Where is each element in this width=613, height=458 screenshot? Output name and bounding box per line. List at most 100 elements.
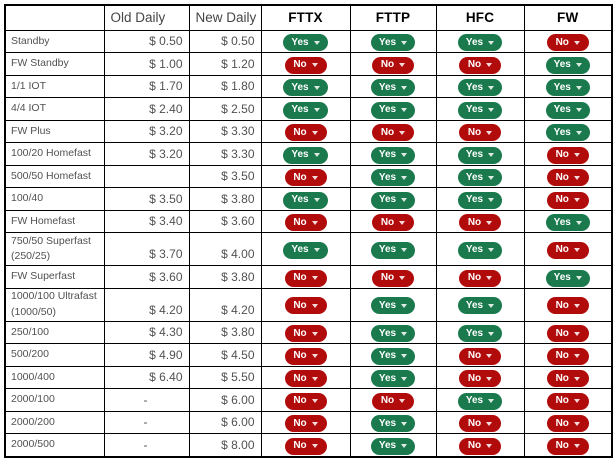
- hfc-dropdown[interactable]: No: [459, 415, 501, 432]
- fttx-dropdown[interactable]: Yes: [283, 101, 328, 119]
- fttx-dropdown[interactable]: No: [284, 415, 327, 432]
- fttp-dropdown[interactable]: Yes: [370, 415, 416, 432]
- fttx-dropdown[interactable]: Yes: [283, 79, 328, 96]
- fttx-dropdown[interactable]: No: [284, 269, 327, 287]
- fttx-dropdown[interactable]: Yes: [283, 191, 328, 209]
- fttx-cell: Yes: [260, 97, 351, 121]
- fttp-dropdown[interactable]: Yes: [370, 325, 416, 342]
- hfc-dropdown[interactable]: Yes: [457, 79, 503, 96]
- hfc-dropdown[interactable]: No: [459, 269, 501, 287]
- fttx-dropdown[interactable]: No: [284, 214, 327, 231]
- chevron-down-icon: [575, 108, 582, 112]
- fttp-dropdown[interactable]: Yes: [370, 146, 416, 164]
- chevron-down-icon: [573, 153, 580, 157]
- hfc-dropdown[interactable]: No: [459, 124, 501, 141]
- fttp-dropdown[interactable]: No: [372, 214, 414, 231]
- fttp-cell: Yes: [349, 97, 437, 121]
- fttp-dropdown[interactable]: Yes: [370, 191, 416, 209]
- hfc-dropdown[interactable]: Yes: [457, 34, 503, 51]
- hfc-dropdown[interactable]: Yes: [457, 392, 503, 410]
- fw-dropdown[interactable]: No: [546, 34, 589, 51]
- fw-dropdown[interactable]: No: [546, 146, 589, 164]
- fttp-dropdown[interactable]: No: [372, 392, 414, 410]
- hfc-dropdown[interactable]: No: [459, 214, 501, 231]
- chevron-down-icon: [401, 331, 408, 336]
- fttx-dropdown[interactable]: No: [284, 124, 327, 141]
- new-daily-value: $ 3.80: [188, 320, 262, 344]
- fttx-dropdown[interactable]: Yes: [283, 34, 328, 51]
- fttx-dropdown[interactable]: No: [284, 325, 327, 342]
- hfc-dropdown[interactable]: Yes: [457, 146, 503, 164]
- fw-dropdown[interactable]: No: [546, 347, 589, 365]
- old-daily-value: $ 2.40: [103, 97, 190, 121]
- fttp-dropdown[interactable]: Yes: [370, 297, 416, 315]
- fw-dropdown[interactable]: No: [546, 415, 589, 432]
- hfc-dropdown[interactable]: No: [459, 437, 501, 455]
- fttp-dropdown[interactable]: Yes: [370, 79, 416, 96]
- fw-dropdown[interactable]: Yes: [545, 79, 590, 96]
- chevron-down-icon: [401, 153, 408, 157]
- hfc-cell: Yes: [435, 232, 525, 266]
- fw-dropdown-value: No: [555, 395, 569, 406]
- fttp-dropdown[interactable]: Yes: [370, 370, 416, 387]
- fw-dropdown[interactable]: No: [546, 325, 589, 342]
- fttx-dropdown[interactable]: No: [284, 297, 327, 315]
- fttx-dropdown[interactable]: No: [284, 347, 327, 365]
- fw-dropdown[interactable]: No: [546, 370, 589, 387]
- fttp-dropdown-value: Yes: [378, 194, 397, 205]
- hfc-dropdown[interactable]: Yes: [457, 325, 503, 342]
- fttx-dropdown[interactable]: No: [284, 169, 327, 186]
- fttx-dropdown-value: No: [293, 272, 307, 283]
- fttp-dropdown[interactable]: Yes: [370, 169, 416, 186]
- hfc-dropdown[interactable]: Yes: [457, 169, 503, 186]
- fw-dropdown[interactable]: Yes: [545, 101, 590, 119]
- fttx-dropdown-value: No: [293, 299, 307, 311]
- fttx-cell: Yes: [260, 187, 351, 211]
- fw-dropdown[interactable]: Yes: [545, 214, 590, 231]
- fttp-dropdown[interactable]: Yes: [370, 347, 416, 365]
- chevron-down-icon: [488, 198, 495, 202]
- table-row: FW Superfast $ 3.60 $ 3.80 No No No Yes: [4, 265, 613, 289]
- fw-dropdown[interactable]: No: [546, 392, 589, 410]
- fw-dropdown[interactable]: No: [546, 437, 589, 455]
- chevron-down-icon: [573, 354, 580, 358]
- chevron-down-icon: [401, 354, 408, 358]
- fttp-dropdown[interactable]: Yes: [370, 34, 416, 51]
- table-row: 1000/400 $ 6.40 $ 5.50 No Yes No No: [4, 365, 613, 389]
- chevron-down-icon: [575, 130, 582, 135]
- fw-dropdown[interactable]: No: [546, 169, 589, 186]
- fw-dropdown[interactable]: Yes: [545, 124, 590, 141]
- fttx-dropdown[interactable]: No: [284, 56, 327, 74]
- fw-dropdown[interactable]: No: [546, 241, 589, 259]
- hfc-dropdown[interactable]: Yes: [457, 101, 503, 119]
- chevron-down-icon: [573, 331, 580, 336]
- plan-label-cell: 4/4 IOT: [4, 97, 105, 121]
- hfc-dropdown[interactable]: Yes: [457, 297, 503, 315]
- fttp-dropdown[interactable]: Yes: [370, 437, 416, 455]
- fw-dropdown[interactable]: No: [546, 191, 589, 209]
- old-daily-value: -: [103, 388, 190, 412]
- fttp-dropdown[interactable]: Yes: [370, 101, 416, 119]
- hfc-dropdown[interactable]: No: [459, 56, 501, 74]
- hfc-dropdown[interactable]: No: [459, 347, 501, 365]
- plan-pricing-table: Old Daily New Daily FTTX FTTP HFC FW Sta…: [4, 4, 613, 458]
- fttx-dropdown[interactable]: No: [284, 437, 327, 455]
- new-daily-value: $ 6.00: [188, 410, 262, 434]
- fttp-dropdown[interactable]: No: [372, 269, 414, 287]
- hfc-dropdown[interactable]: Yes: [457, 191, 503, 209]
- fttp-dropdown[interactable]: No: [372, 124, 414, 141]
- fw-dropdown[interactable]: No: [546, 297, 589, 315]
- fttx-dropdown[interactable]: Yes: [283, 241, 328, 259]
- fttx-dropdown[interactable]: Yes: [283, 146, 328, 164]
- fttx-header: FTTX: [260, 4, 351, 31]
- fttx-dropdown[interactable]: No: [284, 370, 327, 387]
- hfc-dropdown[interactable]: No: [459, 370, 501, 387]
- new-daily-value: $ 1.80: [188, 74, 262, 98]
- fw-dropdown[interactable]: Yes: [545, 56, 590, 74]
- fttx-dropdown-value: No: [293, 216, 307, 228]
- hfc-dropdown[interactable]: Yes: [457, 241, 503, 259]
- fttx-dropdown[interactable]: No: [284, 392, 327, 410]
- fw-dropdown[interactable]: Yes: [545, 269, 590, 287]
- fttp-dropdown[interactable]: Yes: [370, 241, 416, 259]
- fttp-dropdown[interactable]: No: [372, 56, 414, 74]
